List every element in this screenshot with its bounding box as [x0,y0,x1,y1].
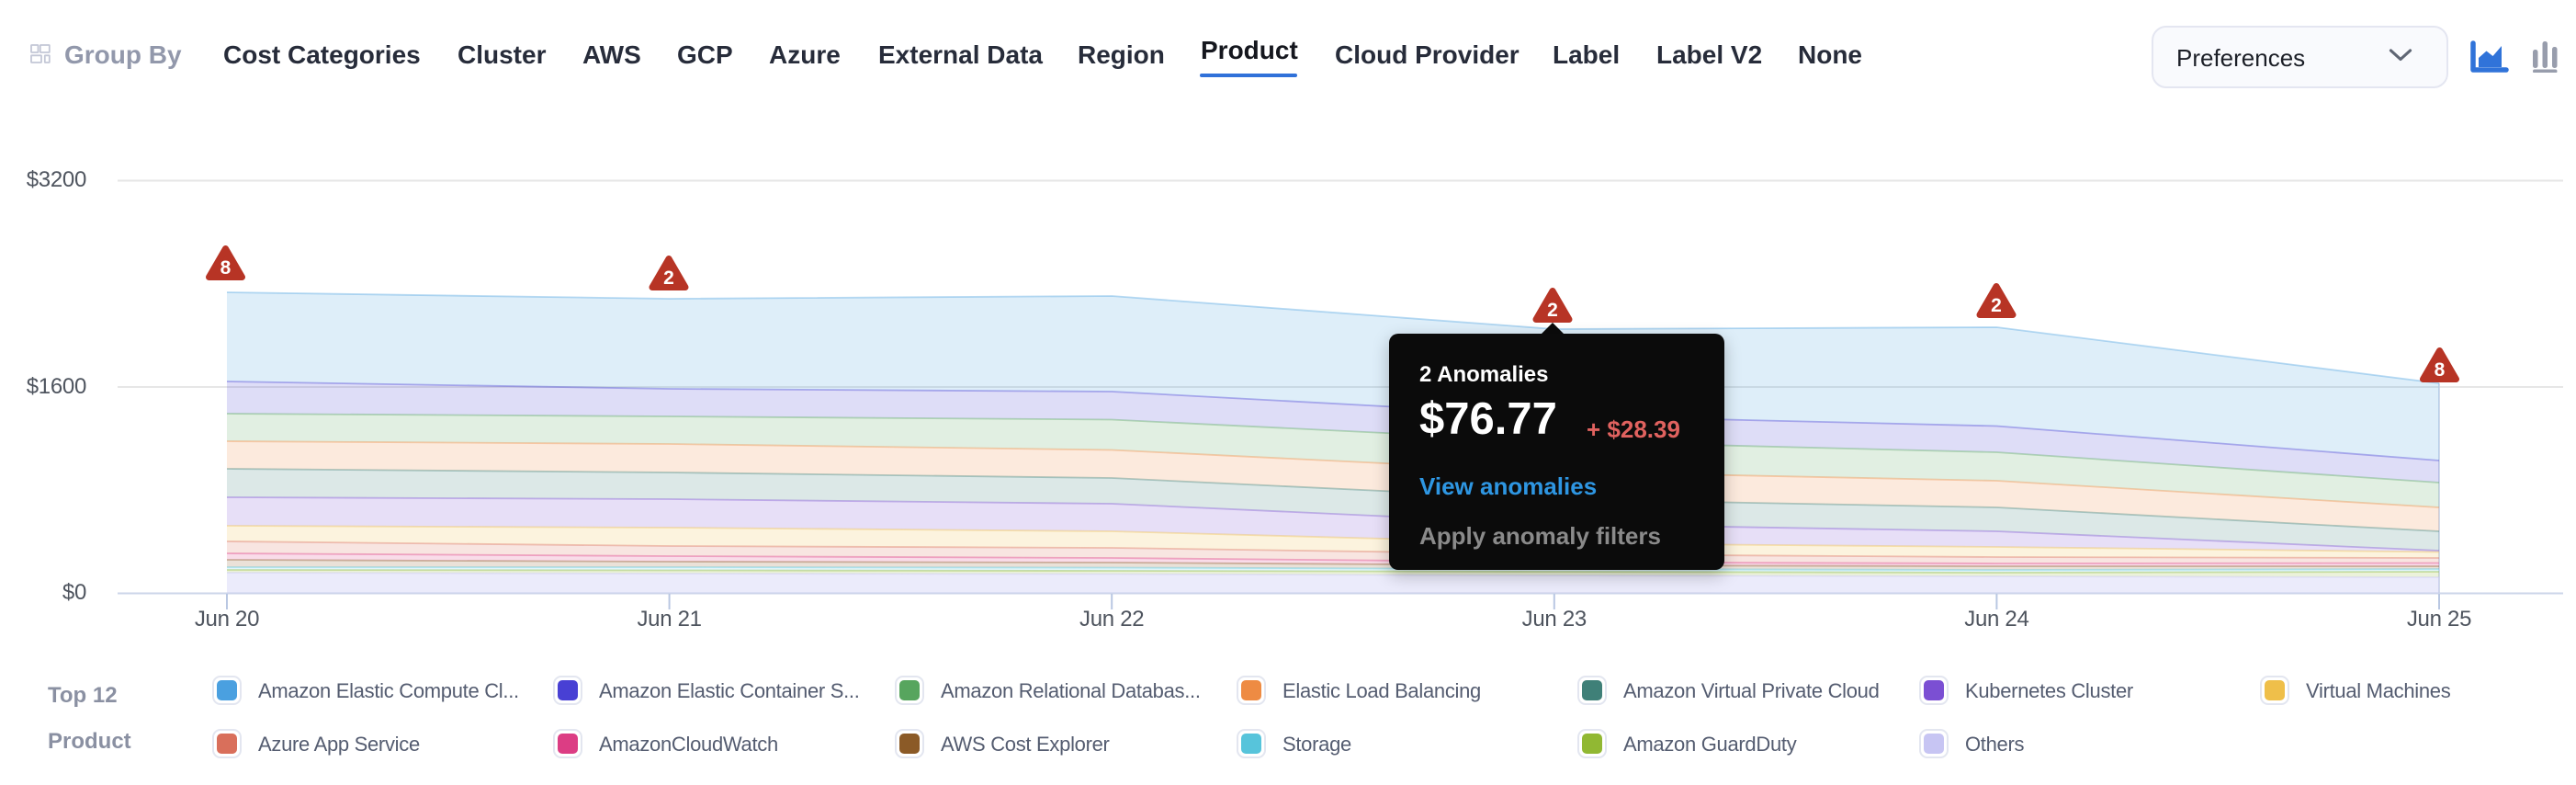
svg-text:2: 2 [1991,295,2002,316]
svg-text:8: 8 [2435,359,2446,381]
svg-text:2: 2 [663,267,674,289]
svg-text:2: 2 [1547,300,1558,321]
svg-text:8: 8 [220,257,232,279]
